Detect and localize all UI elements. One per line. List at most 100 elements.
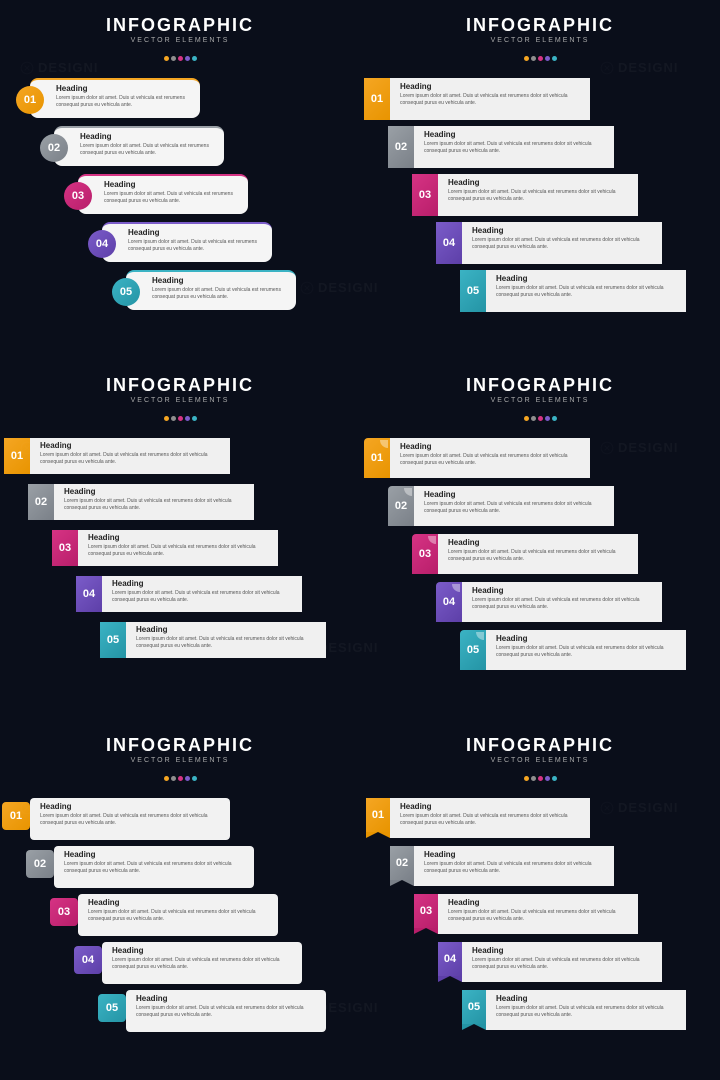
step-heading: Heading (448, 898, 630, 907)
step-body: Lorem ipsum dolor sit amet. Duis ut vehi… (40, 813, 222, 826)
step-card: 04 Heading Lorem ipsum dolor sit amet. D… (102, 576, 302, 612)
step-card: 05 Heading Lorem ipsum dolor sit amet. D… (126, 990, 326, 1032)
step-heading: Heading (136, 994, 318, 1003)
steps-container: 01 Heading Lorem ipsum dolor sit amet. D… (20, 78, 340, 312)
step-item: 04 Heading Lorem ipsum dolor sit amet. D… (462, 222, 700, 264)
step-heading: Heading (40, 802, 222, 811)
step-item: 01 Heading Lorem ipsum dolor sit amet. D… (30, 78, 340, 120)
step-card: 04 Heading Lorem ipsum dolor sit amet. D… (462, 222, 662, 264)
step-heading: Heading (496, 994, 678, 1003)
step-heading: Heading (448, 178, 630, 187)
step-number: 04 (436, 582, 462, 622)
step-item: 05 Heading Lorem ipsum dolor sit amet. D… (126, 270, 340, 312)
step-item: 03 Heading Lorem ipsum dolor sit amet. D… (78, 894, 340, 936)
step-item: 05 Heading Lorem ipsum dolor sit amet. D… (126, 990, 340, 1032)
step-card: 02 Heading Lorem ipsum dolor sit amet. D… (414, 486, 614, 526)
step-body: Lorem ipsum dolor sit amet. Duis ut vehi… (104, 191, 240, 204)
step-number: 03 (412, 534, 438, 574)
step-body: Lorem ipsum dolor sit amet. Duis ut vehi… (80, 143, 216, 156)
step-body: Lorem ipsum dolor sit amet. Duis ut vehi… (88, 544, 270, 557)
step-heading: Heading (472, 226, 654, 235)
step-card: 04 Heading Lorem ipsum dolor sit amet. D… (102, 222, 272, 262)
step-card: 03 Heading Lorem ipsum dolor sit amet. D… (78, 530, 278, 566)
step-card: 05 Heading Lorem ipsum dolor sit amet. D… (486, 270, 686, 312)
step-number: 03 (52, 530, 78, 566)
step-card: 03 Heading Lorem ipsum dolor sit amet. D… (78, 894, 278, 936)
step-body: Lorem ipsum dolor sit amet. Duis ut vehi… (88, 909, 270, 922)
step-card: 02 Heading Lorem ipsum dolor sit amet. D… (414, 846, 614, 886)
panel-header: INFOGRAPHIC VECTOR ELEMENTS (380, 735, 700, 786)
step-card: 02 Heading Lorem ipsum dolor sit amet. D… (414, 126, 614, 168)
steps-container: 01 Heading Lorem ipsum dolor sit amet. D… (20, 438, 340, 662)
step-item: 03 Heading Lorem ipsum dolor sit amet. D… (438, 174, 700, 216)
step-number: 03 (412, 174, 438, 216)
step-item: 03 Heading Lorem ipsum dolor sit amet. D… (438, 534, 700, 576)
step-item: 03 Heading Lorem ipsum dolor sit amet. D… (438, 894, 700, 936)
step-item: 01 Heading Lorem ipsum dolor sit amet. D… (390, 78, 700, 120)
step-body: Lorem ipsum dolor sit amet. Duis ut vehi… (128, 239, 264, 252)
step-body: Lorem ipsum dolor sit amet. Duis ut vehi… (472, 597, 654, 610)
step-item: 02 Heading Lorem ipsum dolor sit amet. D… (54, 846, 340, 888)
step-card: 05 Heading Lorem ipsum dolor sit amet. D… (486, 630, 686, 670)
step-item: 01 Heading Lorem ipsum dolor sit amet. D… (390, 798, 700, 840)
step-body: Lorem ipsum dolor sit amet. Duis ut vehi… (64, 861, 246, 874)
step-heading: Heading (472, 586, 654, 595)
panel-subtitle: VECTOR ELEMENTS (20, 757, 340, 764)
step-body: Lorem ipsum dolor sit amet. Duis ut vehi… (496, 645, 678, 658)
infographic-panel: INFOGRAPHIC VECTOR ELEMENTS 01 Heading L… (0, 360, 360, 720)
panel-subtitle: VECTOR ELEMENTS (380, 37, 700, 44)
step-card: 03 Heading Lorem ipsum dolor sit amet. D… (438, 174, 638, 216)
step-item: 03 Heading Lorem ipsum dolor sit amet. D… (78, 530, 340, 570)
step-card: 05 Heading Lorem ipsum dolor sit amet. D… (126, 270, 296, 310)
step-body: Lorem ipsum dolor sit amet. Duis ut vehi… (136, 636, 318, 649)
step-body: Lorem ipsum dolor sit amet. Duis ut vehi… (152, 287, 288, 300)
panel-title: INFOGRAPHIC (20, 15, 340, 36)
step-number: 04 (74, 946, 102, 974)
step-card: 04 Heading Lorem ipsum dolor sit amet. D… (102, 942, 302, 984)
panel-title: INFOGRAPHIC (380, 735, 700, 756)
step-item: 05 Heading Lorem ipsum dolor sit amet. D… (126, 622, 340, 662)
panel-title: INFOGRAPHIC (20, 735, 340, 756)
step-item: 04 Heading Lorem ipsum dolor sit amet. D… (462, 582, 700, 624)
color-dots (380, 768, 700, 786)
step-body: Lorem ipsum dolor sit amet. Duis ut vehi… (424, 141, 606, 154)
step-card: 03 Heading Lorem ipsum dolor sit amet. D… (78, 174, 248, 214)
step-body: Lorem ipsum dolor sit amet. Duis ut vehi… (400, 453, 582, 466)
step-number: 03 (64, 182, 92, 210)
step-heading: Heading (40, 441, 222, 450)
step-number: 02 (388, 486, 414, 526)
step-item: 01 Heading Lorem ipsum dolor sit amet. D… (30, 438, 340, 478)
step-card: 02 Heading Lorem ipsum dolor sit amet. D… (54, 484, 254, 520)
step-number: 02 (388, 126, 414, 168)
panel-header: INFOGRAPHIC VECTOR ELEMENTS (380, 375, 700, 426)
steps-container: 01 Heading Lorem ipsum dolor sit amet. D… (380, 78, 700, 312)
step-body: Lorem ipsum dolor sit amet. Duis ut vehi… (112, 590, 294, 603)
step-body: Lorem ipsum dolor sit amet. Duis ut vehi… (448, 189, 630, 202)
step-card: 03 Heading Lorem ipsum dolor sit amet. D… (438, 534, 638, 574)
step-heading: Heading (80, 132, 216, 141)
step-item: 02 Heading Lorem ipsum dolor sit amet. D… (54, 126, 340, 168)
step-heading: Heading (88, 533, 270, 542)
step-card: 01 Heading Lorem ipsum dolor sit amet. D… (390, 78, 590, 120)
step-number: 05 (460, 270, 486, 312)
step-card: 02 Heading Lorem ipsum dolor sit amet. D… (54, 126, 224, 166)
step-number: 05 (112, 278, 140, 306)
infographic-panel: INFOGRAPHIC VECTOR ELEMENTS 01 Heading L… (360, 720, 720, 1080)
infographic-panel: INFOGRAPHIC VECTOR ELEMENTS 01 Heading L… (360, 0, 720, 360)
panel-subtitle: VECTOR ELEMENTS (380, 397, 700, 404)
panel-title: INFOGRAPHIC (380, 15, 700, 36)
step-item: 02 Heading Lorem ipsum dolor sit amet. D… (414, 846, 700, 888)
step-heading: Heading (128, 228, 264, 237)
step-item: 02 Heading Lorem ipsum dolor sit amet. D… (54, 484, 340, 524)
panel-header: INFOGRAPHIC VECTOR ELEMENTS (20, 15, 340, 66)
step-heading: Heading (112, 946, 294, 955)
color-dots (20, 768, 340, 786)
color-dots (380, 408, 700, 426)
step-item: 05 Heading Lorem ipsum dolor sit amet. D… (486, 990, 700, 1032)
panel-header: INFOGRAPHIC VECTOR ELEMENTS (380, 15, 700, 66)
step-card: 05 Heading Lorem ipsum dolor sit amet. D… (126, 622, 326, 658)
step-heading: Heading (104, 180, 240, 189)
step-heading: Heading (496, 274, 678, 283)
step-card: 05 Heading Lorem ipsum dolor sit amet. D… (486, 990, 686, 1030)
color-dots (380, 48, 700, 66)
